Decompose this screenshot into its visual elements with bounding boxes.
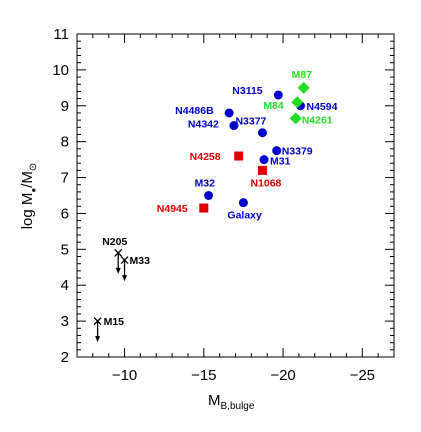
- point-m15-label: M15: [104, 316, 125, 328]
- x-tick-label: −20: [270, 367, 295, 384]
- point-n3377-label: N3377: [235, 116, 266, 128]
- point-n1068-label: N1068: [250, 177, 281, 189]
- point-n4261-label: N4261: [302, 114, 333, 126]
- point-m33-label: M33: [130, 255, 151, 267]
- y-tick-label: 7: [61, 170, 69, 187]
- point-m15-marker: [93, 317, 102, 343]
- y-axis-slash: /M: [19, 171, 36, 188]
- point-n3379-marker: [272, 146, 282, 156]
- point-m32-marker: [204, 191, 214, 200]
- point-m84-marker: [291, 96, 304, 109]
- data-markers: [93, 81, 310, 343]
- point-n205-label: N205: [102, 236, 127, 248]
- point-n4486b-marker: [224, 108, 234, 118]
- point-n4486b-label: N4486B: [175, 105, 214, 117]
- point-m31-marker: [259, 155, 269, 165]
- y-tick-label: 4: [61, 277, 69, 294]
- point-n4258-marker: [234, 151, 244, 161]
- point-n3115-label: N3115: [232, 85, 263, 97]
- x-axis-title: MB,bulge: [208, 392, 255, 412]
- point-m87-label: M87: [292, 69, 313, 81]
- x-tick-labels: −10 −15 −20 −25: [112, 367, 375, 384]
- point-n4342-marker: [229, 121, 239, 131]
- y-tick-label: 11: [53, 26, 69, 43]
- x-tick-label: −25: [350, 367, 375, 384]
- y-axis-subscript-bh: ●: [29, 188, 38, 193]
- point-m87-marker: [297, 81, 310, 94]
- point-n4594-label: N4594: [306, 101, 337, 113]
- y-tick-label: 2: [61, 349, 69, 366]
- y-axis-title: log M●/M⊙: [19, 163, 39, 230]
- x-tick-label: −10: [112, 367, 137, 384]
- point-n4945-marker: [199, 203, 209, 213]
- point-m33-marker: [120, 256, 129, 282]
- y-tick-labels: 2 3 4 5 6 7 8 9 10 11: [52, 26, 69, 366]
- x-axis-subscript: B,bulge: [221, 401, 255, 412]
- point-n4342-label: N4342: [188, 119, 219, 131]
- point-m84-label: M84: [263, 100, 284, 112]
- point-n3377-marker: [257, 128, 267, 138]
- point-n4945-label: N4945: [157, 203, 188, 215]
- point-galaxy-label: Galaxy: [227, 210, 262, 222]
- point-m32-label: M32: [195, 178, 216, 190]
- point-m31-label: M31: [270, 156, 291, 168]
- axis-ticks: [76, 33, 395, 358]
- y-tick-label: 10: [52, 62, 69, 79]
- point-n4258-label: N4258: [190, 151, 221, 163]
- y-tick-label: 3: [61, 313, 69, 330]
- y-tick-label: 9: [61, 98, 69, 115]
- y-tick-label: 5: [61, 241, 69, 258]
- plot-frame: [76, 33, 395, 358]
- point-n3115-marker: [273, 90, 283, 100]
- y-tick-label: 6: [61, 205, 69, 222]
- point-n205-marker: [114, 248, 123, 274]
- y-tick-label: 8: [61, 134, 69, 151]
- point-n4261-marker: [289, 112, 302, 125]
- x-tick-label: −15: [191, 367, 216, 384]
- y-axis-subscript-sun: ⊙: [28, 163, 39, 171]
- point-n3379-label: N3379: [282, 146, 313, 158]
- point-n1068-marker: [257, 165, 267, 175]
- point-galaxy-marker: [238, 198, 248, 208]
